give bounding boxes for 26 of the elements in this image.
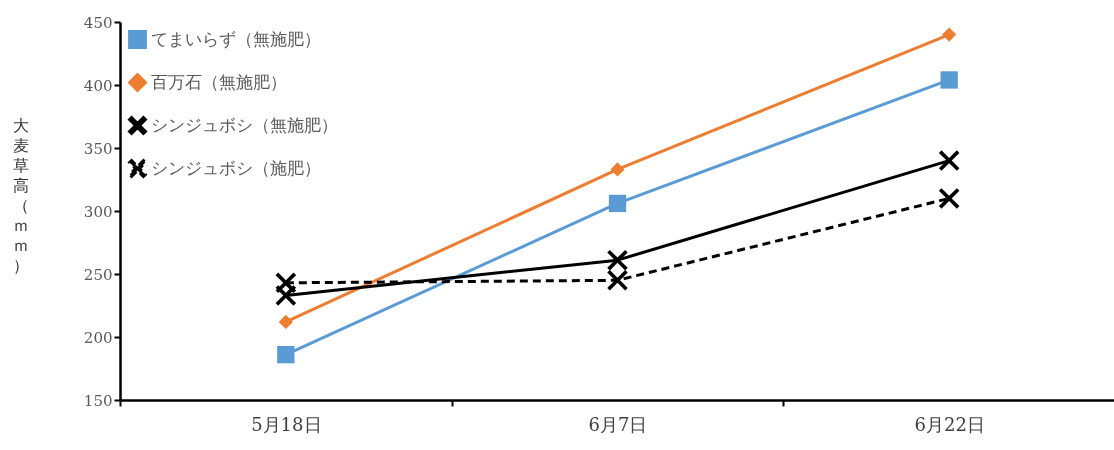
legend-label: てまいらず（無施肥） xyxy=(151,28,321,49)
point xyxy=(940,71,958,89)
y-tick-label: 200 xyxy=(83,328,113,347)
legend-label: シンジュボシ（無施肥） xyxy=(151,114,338,135)
y-tick-label: 400 xyxy=(83,76,113,95)
point xyxy=(275,272,297,294)
x-tick-label: 6月7日 xyxy=(588,413,648,435)
point xyxy=(607,249,628,271)
legend-label: 百万石（無施肥） xyxy=(151,71,287,92)
point xyxy=(278,314,293,329)
y-axis-title: 大麦草高（ｍｍ） xyxy=(12,115,29,275)
y-tick-label: 250 xyxy=(83,265,113,284)
point xyxy=(608,194,627,213)
y-tick-label: 150 xyxy=(83,391,113,410)
x-tick-label: 6月22日 xyxy=(914,413,985,435)
y-tick-label: 450 xyxy=(83,13,113,32)
point xyxy=(942,27,957,42)
point xyxy=(938,188,960,209)
point xyxy=(610,162,625,177)
point xyxy=(938,150,960,171)
x-tick-label: 5月18日 xyxy=(251,413,322,435)
legend-label: シンジュボシ（施肥） xyxy=(151,157,321,178)
y-tick-label: 350 xyxy=(83,139,113,158)
point xyxy=(277,345,295,364)
y-tick-label: 300 xyxy=(83,202,113,221)
point xyxy=(607,270,628,291)
